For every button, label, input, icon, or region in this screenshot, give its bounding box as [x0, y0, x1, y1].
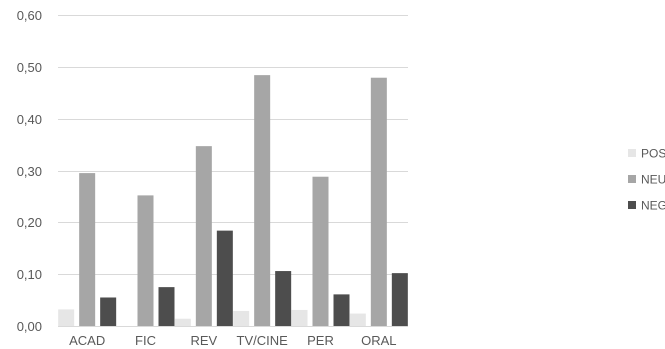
legend-label-pos: POS: [641, 147, 665, 161]
bar-neg-acad: [100, 297, 117, 326]
x-tick-label: FIC: [135, 333, 156, 348]
bar-pos-per: [291, 309, 308, 326]
bars: [58, 75, 408, 327]
bar-neg-tv-cine: [275, 271, 292, 326]
legend-label-neg: NEG: [641, 199, 665, 213]
bar-neu-tv-cine: [254, 75, 271, 326]
x-tick-label: REV: [190, 333, 217, 348]
legend-swatch-neu: [628, 175, 636, 183]
gridlines: [58, 15, 408, 327]
bar-neg-fic: [158, 287, 175, 326]
y-tick-label: 0,40: [17, 112, 42, 127]
bar-neu-per: [312, 176, 329, 326]
x-tick-label: PER: [307, 333, 334, 348]
x-tick-label: TV/CINE: [237, 333, 289, 348]
bar-pos-rev: [174, 318, 191, 326]
legend-swatch-pos: [628, 149, 636, 157]
bar-neu-oral: [370, 77, 387, 327]
bar-pos-oral: [349, 313, 366, 326]
y-tick-label: 0,20: [17, 215, 42, 230]
bar-neg-rev: [216, 230, 233, 326]
bar-pos-acad: [58, 309, 75, 326]
y-tick-label: 0,00: [17, 319, 42, 334]
bar-neg-per: [333, 294, 350, 326]
bar-neu-fic: [137, 195, 154, 326]
bar-neu-acad: [79, 173, 96, 326]
bar-pos-tv-cine: [233, 310, 250, 326]
x-axis-tick-labels: ACAD FIC REV TV/CINE PER ORAL: [69, 333, 396, 348]
legend-label-neu: NEU: [641, 173, 665, 187]
x-tick-label: ORAL: [361, 333, 396, 348]
x-tick-label: ACAD: [69, 333, 105, 348]
y-tick-label: 0,60: [17, 8, 42, 23]
bar-neu-rev: [195, 146, 212, 326]
legend: POS NEU NEG: [628, 147, 665, 213]
y-axis-tick-labels: 0,00 0,10 0,20 0,30 0,40 0,50 0,60: [17, 8, 42, 334]
y-tick-label: 0,50: [17, 60, 42, 75]
legend-swatch-neg: [628, 201, 636, 209]
y-tick-label: 0,30: [17, 164, 42, 179]
y-tick-label: 0,10: [17, 267, 42, 282]
bar-neg-oral: [391, 273, 408, 326]
